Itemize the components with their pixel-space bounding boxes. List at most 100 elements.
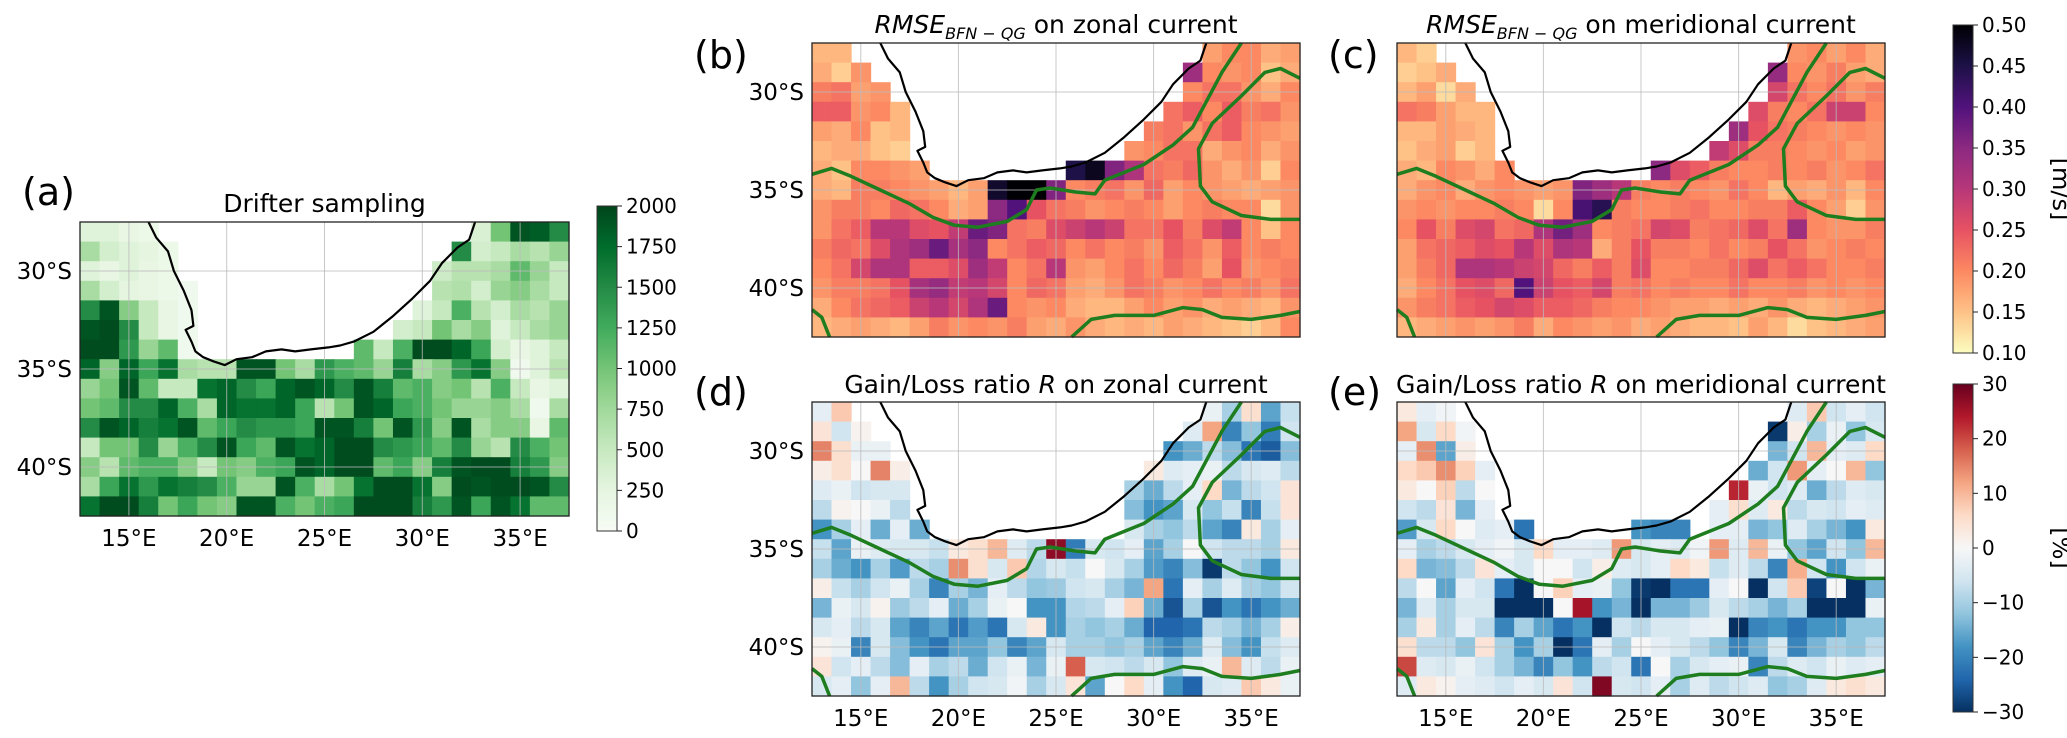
- heatmap-cell: [177, 437, 198, 458]
- heatmap-cell: [275, 398, 296, 419]
- heatmap-cell: [295, 398, 316, 419]
- heatmap-cell: [812, 62, 833, 83]
- heatmap-cell: [1709, 141, 1730, 162]
- heatmap-cell: [1416, 199, 1437, 220]
- heatmap-cell: [236, 496, 257, 517]
- heatmap-cell: [831, 62, 852, 83]
- heatmap-cell: [1748, 160, 1769, 181]
- heatmap-cell: [99, 496, 120, 517]
- heatmap-cell: [1806, 101, 1828, 122]
- heatmap-cell: [1280, 160, 1301, 181]
- heatmap-cell: [529, 378, 551, 399]
- heatmap-cell: [373, 418, 394, 439]
- heatmap-cell: [1748, 578, 1769, 599]
- heatmap-cell: [1865, 676, 1886, 697]
- heatmap-cell: [1124, 239, 1145, 260]
- heatmap-cell: [1611, 558, 1632, 579]
- heatmap-cell: [529, 280, 551, 301]
- heatmap-cell: [1709, 219, 1730, 240]
- heatmap-cell: [1514, 656, 1535, 677]
- heatmap-cell: [471, 241, 492, 262]
- heatmap-cell: [353, 398, 374, 419]
- heatmap-cell: [1416, 500, 1437, 521]
- heatmap-cell: [1007, 297, 1028, 318]
- heatmap-cell: [1767, 317, 1788, 338]
- heatmap-cell: [1163, 317, 1184, 338]
- heatmap-cell: [1124, 676, 1145, 697]
- heatmap-cell: [1124, 480, 1145, 501]
- heatmap-cell: [1592, 656, 1613, 677]
- heatmap-cell: [1845, 101, 1867, 122]
- heatmap-cell: [1065, 239, 1086, 260]
- plot-frame: [1396, 401, 1886, 697]
- heatmap-cell: [432, 496, 453, 517]
- heatmap-cell: [1514, 219, 1535, 240]
- heatmap-cell: [158, 496, 179, 517]
- heatmap-cell: [1124, 500, 1145, 521]
- heatmap-cell: [353, 437, 374, 458]
- heatmap-cell: [1065, 656, 1086, 677]
- heatmap-cell: [1085, 578, 1106, 599]
- heatmap-cell: [1689, 656, 1710, 677]
- colorbar-label: [%]: [2047, 527, 2067, 569]
- heatmap-cell: [870, 160, 891, 181]
- heatmap-cell: [1553, 656, 1574, 677]
- heatmap-cell: [1260, 402, 1282, 423]
- heatmap-cell: [1650, 656, 1671, 677]
- heatmap-cell: [987, 617, 1008, 638]
- heatmap-cell: [929, 578, 950, 599]
- y-tick-label: 30°S: [749, 439, 804, 465]
- heatmap-cell: [1416, 43, 1437, 64]
- heatmap-cell: [1748, 121, 1769, 142]
- heatmap-cell: [1592, 258, 1613, 279]
- panel-b: 30°S 35°S 40°S RMSEBFN − QG on zonal curren…: [694, 10, 1301, 339]
- heatmap-cell: [80, 222, 101, 243]
- heatmap-cell: [1650, 578, 1671, 599]
- colorbar-gradient-bar: [1952, 24, 1974, 354]
- heatmap-cell: [1397, 460, 1418, 481]
- heatmap-cell: [177, 320, 198, 341]
- heatmap-cell: [392, 437, 414, 458]
- colorbar-cb-rmse: 0.10 0.15 0.20 0.25 0.30 0.35 0.40 0.45 0.50 [m/s…: [1952, 13, 2067, 365]
- heatmap-cell: [99, 222, 120, 243]
- heatmap-cell: [529, 300, 551, 321]
- panel-title: Drifter sampling: [223, 189, 425, 218]
- heatmap-cell: [1221, 519, 1243, 540]
- heatmap-cell: [1514, 558, 1535, 579]
- heatmap-cell: [1124, 219, 1145, 240]
- heatmap-cells: [1397, 43, 1886, 338]
- heatmap-cell: [870, 121, 891, 142]
- heatmap-cell: [1806, 519, 1828, 540]
- heatmap-cell: [831, 402, 852, 423]
- heatmap-cell: [1865, 121, 1886, 142]
- heatmap-cell: [1085, 617, 1106, 638]
- heatmap-cell: [1865, 160, 1886, 181]
- heatmap-cell: [1202, 141, 1223, 162]
- heatmap-cell: [451, 378, 472, 399]
- heatmap-cell: [1748, 258, 1769, 279]
- heatmap-cell: [99, 241, 120, 262]
- colorbar-tick-label: 0.35: [1982, 136, 2027, 160]
- plot-frame: [1396, 42, 1886, 338]
- heatmap-cell: [373, 378, 394, 399]
- heatmap-cell: [1221, 578, 1243, 599]
- heatmap-cell: [1416, 617, 1437, 638]
- heatmap-cell: [1416, 141, 1437, 162]
- heatmap-cell: [1787, 598, 1808, 619]
- heatmap-cell: [1260, 578, 1282, 599]
- heatmap-cell: [138, 300, 159, 321]
- heatmap-cell: [1182, 617, 1203, 638]
- heatmap-cell: [490, 418, 511, 439]
- heatmap-cell: [432, 300, 453, 321]
- heatmap-cell: [1007, 317, 1028, 338]
- heatmap-cell: [177, 378, 198, 399]
- heatmap-cell: [1709, 317, 1730, 338]
- heatmap-cell: [1260, 421, 1282, 442]
- heatmap-cell: [1455, 297, 1476, 318]
- heatmap-cell: [432, 398, 453, 419]
- title-part: on zonal current: [1026, 10, 1238, 39]
- heatmap-cell: [831, 460, 852, 481]
- heatmap-cell: [1865, 317, 1886, 338]
- heatmap-cell: [236, 398, 257, 419]
